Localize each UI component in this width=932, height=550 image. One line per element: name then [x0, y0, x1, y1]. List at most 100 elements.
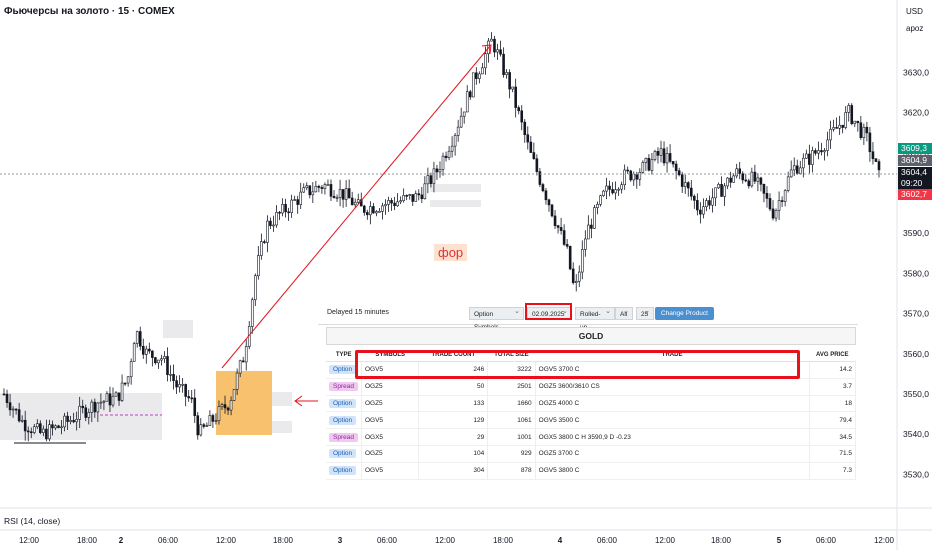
candle-body — [120, 382, 124, 401]
y-tick-label: 3580,0 — [903, 268, 929, 278]
candle-body — [181, 384, 184, 386]
x-tick-label: 18:00 — [273, 536, 294, 545]
price-tag-last: 3604,4 — [898, 167, 932, 178]
zone-top-1 — [430, 184, 481, 192]
candle-body — [154, 357, 157, 364]
candle-body — [792, 165, 796, 171]
candle-body — [635, 173, 639, 180]
candle-body — [359, 199, 363, 207]
candle-body — [453, 135, 457, 147]
all-select[interactable]: All — [615, 305, 633, 320]
candle-body — [699, 209, 702, 215]
size-cell: 878 — [487, 462, 536, 480]
x-tick-label: 4 — [558, 536, 563, 545]
candle-body — [432, 168, 436, 184]
candle-body — [393, 202, 396, 207]
candle-body — [777, 200, 781, 211]
candle-body — [366, 212, 369, 216]
candle-body — [11, 408, 15, 411]
option-symbols-select[interactable]: Option Symbols — [469, 305, 524, 331]
x-tick-label: 12:00 — [655, 536, 676, 545]
candle-body — [726, 177, 729, 187]
candle-body — [723, 185, 726, 197]
symbol-cell: OGV5 — [361, 411, 420, 430]
candle-body — [538, 171, 542, 185]
candle-body — [281, 204, 284, 214]
rsi-indicator-label[interactable]: RSI (14, close) — [4, 516, 61, 526]
table-row[interactable]: Option OGV5 246 3222 OGV5 3700 C 14.2 — [326, 361, 857, 379]
candle-body — [459, 115, 463, 128]
table-row[interactable]: Option OGV5 129 1061 OGV5 3500 C 79.4 — [326, 411, 857, 430]
candle-body — [680, 174, 684, 187]
candle-body — [269, 220, 272, 227]
table-row[interactable]: Spread OGZ5 50 2501 OGZ5 3600/3610 CS 3.7 — [326, 378, 857, 396]
candle-body — [426, 175, 430, 185]
candle-body — [789, 169, 793, 178]
candle-body — [729, 177, 732, 183]
count-cell: 133 — [418, 395, 489, 413]
symbol-cell: OGZ5 — [361, 378, 420, 396]
candle-body — [641, 162, 645, 173]
rolled-up-select[interactable]: Rolled-up — [575, 305, 615, 331]
candle-body — [411, 194, 415, 202]
panel-toolbar: Delayed 15 minutes Option Symbols 02.09.… — [318, 302, 858, 331]
candle-body — [232, 389, 236, 401]
x-tick-label: 5 — [777, 536, 782, 545]
size-cell: 2501 — [487, 378, 536, 396]
candle-body — [60, 426, 63, 429]
candle-body — [556, 225, 560, 228]
options-panel: Delayed 15 minutes Option Symbols 02.09.… — [318, 302, 858, 480]
text-annotation[interactable]: фор — [434, 244, 468, 261]
candle-body — [514, 86, 517, 108]
candle-body — [129, 361, 133, 378]
avg-price-cell: 79.4 — [809, 411, 857, 430]
candle-body — [511, 86, 514, 90]
candle-body — [747, 180, 751, 187]
candle-body — [774, 210, 778, 219]
candle-body — [817, 150, 820, 154]
candle-body — [135, 331, 139, 344]
table-row[interactable]: Option OGZ5 133 1660 OGZ5 4000 C 18 — [326, 395, 857, 413]
zone-top-2 — [430, 200, 481, 207]
trade-cell: OGZ5 3600/3610 CS — [535, 378, 810, 396]
candles — [2, 32, 881, 442]
col-type[interactable]: TYPE — [326, 349, 362, 362]
candle-body — [520, 110, 524, 123]
candle-body — [23, 419, 27, 432]
candle-body — [166, 356, 169, 376]
candle-body — [826, 139, 829, 151]
y-tick-label: 3550,0 — [903, 389, 929, 399]
price-tag-green: 3609,3 — [898, 143, 932, 154]
table-row[interactable]: Option OGZ5 104 929 OGZ5 3700 C 71.5 — [326, 445, 857, 463]
change-product-button[interactable]: Change Product — [655, 307, 714, 320]
candle-body — [786, 176, 790, 191]
candle-body — [468, 91, 472, 98]
candle-body — [423, 183, 427, 200]
size-cell: 1061 — [487, 411, 536, 430]
candle-body — [571, 268, 575, 283]
currency-label[interactable]: USD — [906, 7, 923, 16]
symbol-cell: OGX5 — [361, 428, 420, 446]
candle-body — [163, 356, 166, 360]
candle-body — [375, 211, 378, 214]
candle-body — [175, 380, 178, 388]
highlight-row-box — [355, 350, 800, 379]
x-tick-label: 06:00 — [597, 536, 618, 545]
candle-body — [320, 187, 324, 189]
candle-body — [2, 393, 6, 396]
candle-body — [284, 204, 287, 213]
x-tick-label: 06:00 — [816, 536, 837, 545]
candle-body — [57, 425, 60, 429]
candle-body — [96, 402, 100, 413]
table-row[interactable]: Option OGV5 304 878 OGV5 3800 C 7.3 — [326, 462, 857, 480]
table-row[interactable]: Spread OGX5 29 1001 OGX5 3800 C H 3590,9 D -… — [326, 428, 857, 446]
candle-body — [862, 126, 866, 138]
candle-body — [408, 194, 412, 196]
candle-body — [853, 120, 857, 124]
count-select[interactable]: 25 — [636, 305, 654, 320]
col-avg-price[interactable]: AVG PRICE — [809, 349, 856, 362]
x-tick-label: 06:00 — [158, 536, 179, 545]
candle-body — [550, 204, 554, 217]
trend-arrow-head — [481, 44, 492, 55]
